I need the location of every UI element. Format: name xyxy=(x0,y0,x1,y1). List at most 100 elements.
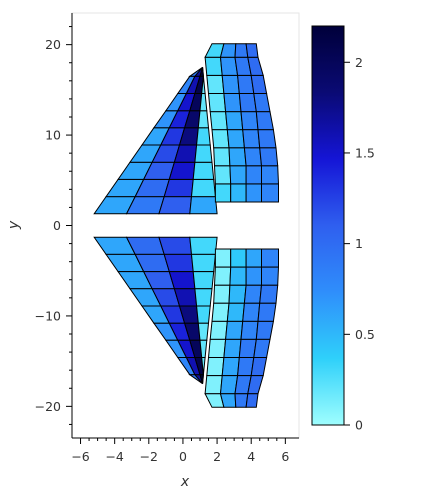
colorbar xyxy=(311,25,345,426)
mesh-cell xyxy=(240,320,259,340)
mesh-cell xyxy=(207,93,227,113)
mesh-cell xyxy=(223,93,242,113)
mesh-cell xyxy=(245,165,262,185)
colorbar-tick-label: 0 xyxy=(355,418,363,433)
mesh-cell xyxy=(221,357,240,377)
x-tick-label: −4 xyxy=(105,449,123,464)
mesh-cell xyxy=(225,111,244,131)
mesh-cell xyxy=(261,165,280,185)
mesh-cell xyxy=(228,284,247,304)
mesh-cell xyxy=(253,93,271,113)
mesh-cell xyxy=(194,144,213,163)
mesh-upper-left xyxy=(93,66,218,215)
mesh-cell xyxy=(192,161,215,180)
mesh-group xyxy=(93,43,280,408)
colorbar-tick-label: 2 xyxy=(355,55,363,70)
colorbar-tick-label: 1 xyxy=(355,236,363,251)
mesh-cell xyxy=(189,196,218,215)
mesh-cell xyxy=(245,183,262,203)
mesh-cell xyxy=(255,320,275,340)
y-tick-label: 20 xyxy=(45,37,61,52)
y-ticks-group: −20 −10 0 10 20 xyxy=(35,26,72,425)
mesh-cell xyxy=(196,305,211,324)
mesh-cell xyxy=(194,288,213,307)
mesh-cell xyxy=(206,74,225,94)
y-tick-label: −10 xyxy=(35,308,61,323)
mesh-cell xyxy=(245,393,259,408)
x-tick-label: 6 xyxy=(281,449,289,464)
mesh-cell xyxy=(240,111,259,131)
mesh-cell xyxy=(168,161,196,180)
x-tick-label: −6 xyxy=(71,449,89,464)
mesh-cell xyxy=(190,253,216,273)
mesh-cell xyxy=(190,178,216,198)
mesh-cell xyxy=(223,338,242,358)
x-tick-label: −2 xyxy=(140,449,158,464)
y-tick-label: 0 xyxy=(53,218,61,233)
x-tick-label: 0 xyxy=(179,449,187,464)
mesh-cell xyxy=(255,111,275,131)
plot-area xyxy=(71,12,300,439)
y-axis-title: y xyxy=(6,220,22,230)
mesh-cell xyxy=(163,178,194,198)
mesh-cell xyxy=(261,266,280,286)
mesh-cell xyxy=(201,357,206,375)
mesh-cell xyxy=(214,248,232,268)
mesh-cell xyxy=(168,271,196,290)
mesh-cell xyxy=(226,302,245,322)
mesh-cell xyxy=(243,147,263,167)
mesh-cell xyxy=(228,147,247,167)
mesh-cell xyxy=(158,236,193,255)
colorbar-ticks-group: 0 0.5 1 1.5 2 xyxy=(344,55,375,433)
mesh-cell xyxy=(245,43,259,58)
mesh-cell xyxy=(207,338,227,358)
mesh-cell xyxy=(163,253,194,273)
mesh-cell xyxy=(225,320,244,340)
colorbar-tick-label: 0.5 xyxy=(355,327,375,342)
mesh-cell xyxy=(199,93,208,112)
mesh-cell xyxy=(213,284,231,304)
x-ticks-group: −6 −4 −2 0 2 4 6 xyxy=(71,438,289,464)
mesh-lower-left xyxy=(93,236,218,385)
y-tick-label: −20 xyxy=(35,399,61,414)
x-axis-title: x xyxy=(180,474,190,490)
mesh-cell xyxy=(189,236,218,255)
mesh-cell xyxy=(242,129,261,149)
mesh-cell xyxy=(199,339,208,358)
mesh-cell xyxy=(209,111,228,131)
x-tick-label: 2 xyxy=(213,449,221,464)
mesh-cell xyxy=(257,129,277,149)
x-tick-label: 4 xyxy=(247,449,255,464)
mesh-cell xyxy=(204,56,223,76)
y-tick-label: 10 xyxy=(45,128,61,143)
mesh-cell xyxy=(259,284,279,304)
mesh-cell xyxy=(202,67,204,77)
mesh-cell xyxy=(243,284,263,304)
mesh-cell xyxy=(245,266,262,286)
mesh-cell xyxy=(213,147,231,167)
mesh-cell xyxy=(206,357,225,377)
mesh-cell xyxy=(230,183,247,203)
mesh-cell xyxy=(221,74,240,94)
mesh-cell xyxy=(158,196,193,215)
mesh-cell xyxy=(226,129,245,149)
mesh-cell xyxy=(230,248,247,268)
colorbar-tick-label: 1.5 xyxy=(355,145,375,160)
mesh-cell xyxy=(229,165,247,185)
mesh-cell xyxy=(229,266,247,286)
mesh-upper-right xyxy=(204,43,280,203)
mesh-cell xyxy=(259,147,279,167)
mesh-cell xyxy=(202,374,204,384)
mesh-cell xyxy=(197,322,210,341)
mesh-cell xyxy=(261,248,279,268)
mesh-cell xyxy=(213,266,232,286)
mesh-cell xyxy=(211,302,230,322)
mesh-cell xyxy=(242,302,261,322)
mesh-cell xyxy=(204,375,223,395)
mesh-lower-right xyxy=(204,248,280,408)
mesh-cell xyxy=(209,320,228,340)
mesh-cell xyxy=(196,127,211,146)
mesh-cell xyxy=(192,271,215,290)
mesh-cell xyxy=(197,110,210,129)
